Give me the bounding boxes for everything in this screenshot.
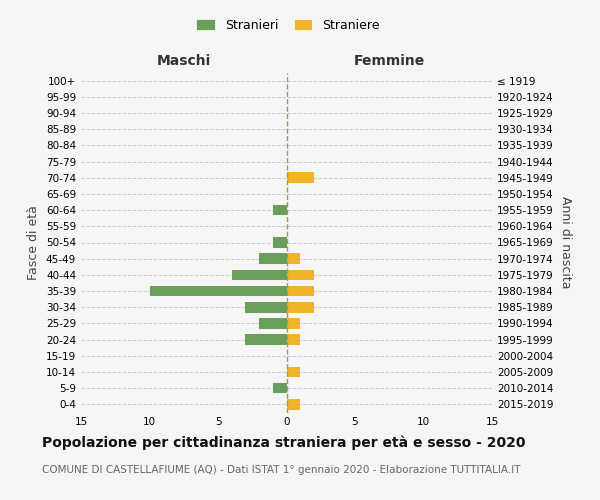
Bar — [287, 286, 314, 296]
Bar — [287, 318, 300, 328]
Bar — [259, 254, 287, 264]
Bar — [287, 302, 314, 312]
Bar — [287, 270, 314, 280]
Text: Maschi: Maschi — [157, 54, 211, 68]
Bar — [232, 270, 287, 280]
Bar — [287, 367, 300, 378]
Bar — [273, 383, 287, 394]
Bar — [287, 254, 300, 264]
Text: Femmine: Femmine — [353, 54, 425, 68]
Bar — [259, 318, 287, 328]
Bar — [149, 286, 287, 296]
Bar — [287, 334, 300, 345]
Text: Popolazione per cittadinanza straniera per età e sesso - 2020: Popolazione per cittadinanza straniera p… — [42, 435, 526, 450]
Y-axis label: Fasce di età: Fasce di età — [28, 205, 40, 280]
Bar — [245, 302, 287, 312]
Y-axis label: Anni di nascita: Anni di nascita — [559, 196, 572, 288]
Bar — [245, 334, 287, 345]
Bar — [273, 205, 287, 216]
Legend: Stranieri, Straniere: Stranieri, Straniere — [191, 14, 385, 37]
Bar — [287, 172, 314, 183]
Bar — [273, 237, 287, 248]
Text: COMUNE DI CASTELLAFIUME (AQ) - Dati ISTAT 1° gennaio 2020 - Elaborazione TUTTITA: COMUNE DI CASTELLAFIUME (AQ) - Dati ISTA… — [42, 465, 521, 475]
Bar — [287, 399, 300, 409]
